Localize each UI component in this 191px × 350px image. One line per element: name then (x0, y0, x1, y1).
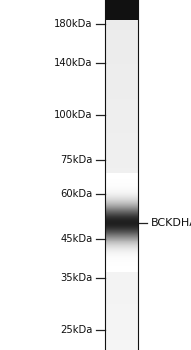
Text: 140kDa: 140kDa (54, 58, 93, 68)
Text: 35kDa: 35kDa (60, 273, 93, 283)
Text: 45kDa: 45kDa (60, 234, 93, 244)
Text: 60kDa: 60kDa (60, 189, 93, 200)
Text: 100kDa: 100kDa (54, 110, 93, 120)
Text: 25kDa: 25kDa (60, 325, 93, 335)
Text: BCKDHA: BCKDHA (151, 218, 191, 228)
Text: 180kDa: 180kDa (54, 19, 93, 29)
Text: 75kDa: 75kDa (60, 155, 93, 165)
